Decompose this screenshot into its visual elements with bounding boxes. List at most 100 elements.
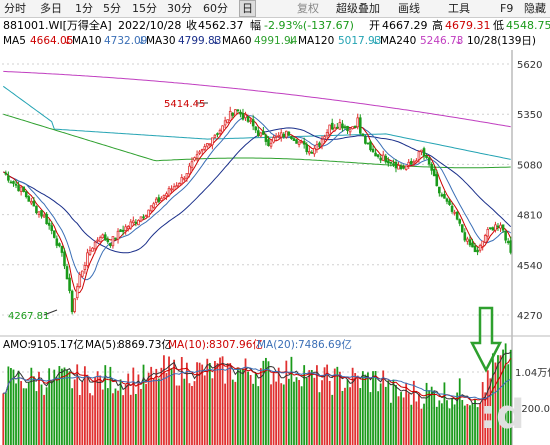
period-tab-daily[interactable]: 日 <box>239 0 256 17</box>
candle-body <box>114 237 117 240</box>
period-tab-60min[interactable]: 60分 <box>203 2 228 15</box>
volume-bar <box>12 369 15 445</box>
candle-body <box>356 117 360 128</box>
volume-bar <box>114 388 117 445</box>
volume-bar <box>247 371 249 445</box>
candle-body <box>75 286 79 299</box>
volume-bar <box>318 392 321 445</box>
volume-bar <box>382 370 385 445</box>
draw-line-button[interactable]: 画线 <box>398 2 420 15</box>
candle-body <box>330 122 334 130</box>
volume-bar <box>400 392 402 445</box>
volume-bar <box>43 394 45 445</box>
volume-bar <box>96 371 99 445</box>
price-tick-label: 4540 <box>517 261 542 272</box>
candle-body <box>111 236 115 247</box>
candle-body <box>55 238 59 246</box>
candle-body <box>73 298 76 312</box>
candle-body <box>144 214 148 217</box>
candle-body <box>203 146 207 150</box>
volume-bar <box>323 367 326 445</box>
change-label: 幅 <box>250 19 261 32</box>
candle-body <box>180 177 184 185</box>
hide-button[interactable]: 隐藏 <box>524 2 546 15</box>
candle-body <box>121 229 125 232</box>
volume-bar <box>2 393 5 445</box>
candle-body <box>300 141 303 144</box>
candle-body <box>134 221 138 224</box>
volume-bar <box>504 343 507 445</box>
ma240-value: 5246.73 <box>420 35 464 47</box>
candle-body <box>310 151 314 154</box>
volume-bar <box>140 388 142 445</box>
candle-body <box>78 274 82 288</box>
candle-body <box>132 220 135 224</box>
candle-body <box>455 211 459 220</box>
amount-legend: AMO: 9105.17亿 MA(5): 8869.73亿 MA(10): 83… <box>0 338 520 352</box>
candle-body <box>272 137 275 143</box>
volume-bar <box>22 388 25 445</box>
candle-body <box>167 187 171 196</box>
candle-body <box>254 126 258 131</box>
volume-bar <box>428 390 431 445</box>
candle-body <box>450 205 454 212</box>
candle-body <box>126 226 130 230</box>
candle-body <box>364 136 367 144</box>
volume-bar <box>328 380 331 445</box>
volume-bars <box>2 343 512 445</box>
candle-body <box>420 149 423 152</box>
volume-bar <box>282 384 285 445</box>
period-tab-30min[interactable]: 30分 <box>167 2 192 15</box>
volume-bar <box>53 369 56 445</box>
price-axis: 5620 5350 5080 4810 4540 4270 1.04万亿 5200.00 <box>0 50 550 445</box>
volume-bar <box>15 383 17 445</box>
volume-bar <box>267 361 270 445</box>
volume-bar <box>58 366 61 445</box>
volume-bar <box>259 368 262 445</box>
candle-body <box>343 126 347 129</box>
period-tab-1min[interactable]: 1分 <box>75 2 93 15</box>
open-label: 开 <box>369 19 380 32</box>
candle-body <box>481 240 484 247</box>
volume-bar <box>132 367 135 445</box>
f9-button[interactable]: F9 <box>500 2 514 15</box>
period-tab-5min[interactable]: 5分 <box>103 2 121 15</box>
volume-bar <box>239 369 242 445</box>
volume-bar <box>474 399 476 445</box>
candle-body <box>63 251 66 267</box>
tools-button[interactable]: 工具 <box>448 2 470 15</box>
period-tab-15min[interactable]: 15分 <box>132 2 157 15</box>
price-tick-label: 4810 <box>517 211 542 222</box>
volume-bar <box>298 380 300 445</box>
period-tab-multiday[interactable]: 多日 <box>40 2 62 15</box>
candle-body <box>415 160 418 163</box>
volume-bar <box>359 388 362 445</box>
candle-body <box>101 234 105 239</box>
candle-body <box>42 214 46 218</box>
ma10-label: MA10 <box>72 35 102 47</box>
candle-body <box>412 161 416 164</box>
volume-bar <box>99 375 102 445</box>
down-arrow-icon <box>469 306 503 373</box>
candle-body <box>509 240 513 253</box>
candle-body <box>256 130 260 136</box>
volume-bar <box>119 379 122 445</box>
volume-bar <box>466 404 469 445</box>
volume-bar <box>66 370 68 445</box>
period-tab-timeshare[interactable]: 分时 <box>4 2 26 15</box>
candle-body <box>30 200 33 204</box>
high-label: 高 <box>432 19 443 32</box>
volume-bar <box>127 373 130 445</box>
adjust-button[interactable]: 复权 <box>297 2 319 15</box>
volume-bar <box>157 378 160 445</box>
candle-body <box>17 185 20 192</box>
volume-bar <box>201 364 204 445</box>
candle-body <box>328 124 331 135</box>
candle-body <box>341 123 344 129</box>
overlay-button[interactable]: 超级叠加 <box>336 2 380 15</box>
volume-bar <box>147 372 150 445</box>
volume-bar <box>300 386 303 445</box>
candle-body <box>183 177 186 180</box>
candle-body <box>336 126 339 129</box>
